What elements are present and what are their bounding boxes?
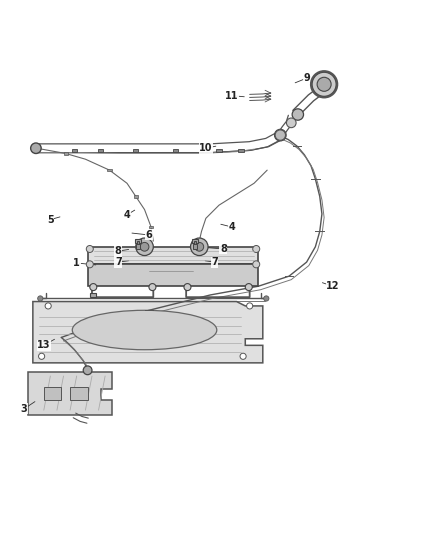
Polygon shape	[33, 302, 263, 363]
Circle shape	[45, 303, 51, 309]
Circle shape	[83, 366, 92, 375]
Text: 4: 4	[229, 222, 236, 232]
Circle shape	[264, 296, 269, 301]
Circle shape	[195, 243, 204, 251]
Circle shape	[275, 130, 286, 141]
Circle shape	[247, 303, 253, 309]
Circle shape	[275, 130, 286, 140]
Bar	[44, 387, 61, 400]
Circle shape	[140, 243, 149, 251]
Bar	[98, 149, 103, 152]
Ellipse shape	[72, 310, 217, 350]
Bar	[173, 149, 178, 152]
Circle shape	[253, 261, 260, 268]
Text: 8: 8	[220, 244, 227, 254]
Circle shape	[149, 284, 156, 290]
Text: 11: 11	[226, 91, 239, 101]
Circle shape	[86, 246, 93, 253]
Bar	[64, 152, 68, 155]
Circle shape	[191, 238, 208, 255]
Bar	[90, 293, 96, 297]
Bar	[216, 149, 222, 152]
Bar	[134, 195, 138, 198]
Bar	[238, 149, 244, 152]
Text: 6: 6	[145, 230, 152, 240]
Circle shape	[286, 118, 296, 128]
Bar	[135, 239, 141, 243]
Circle shape	[38, 296, 43, 301]
Polygon shape	[88, 264, 258, 286]
Text: 5: 5	[47, 215, 54, 224]
Bar	[149, 226, 153, 229]
Polygon shape	[28, 373, 112, 415]
Circle shape	[245, 284, 252, 290]
Text: 3: 3	[21, 404, 28, 414]
Bar	[72, 149, 77, 152]
Circle shape	[253, 246, 260, 253]
Circle shape	[31, 143, 41, 154]
Bar	[194, 241, 196, 246]
Text: 7: 7	[211, 257, 218, 267]
Text: 12: 12	[326, 281, 339, 291]
Bar	[136, 244, 140, 249]
Circle shape	[136, 238, 153, 255]
Text: 1: 1	[73, 258, 80, 268]
Text: 10: 10	[199, 143, 212, 154]
Text: 13: 13	[37, 341, 50, 350]
Circle shape	[90, 284, 97, 290]
Circle shape	[184, 284, 191, 290]
Circle shape	[240, 353, 246, 359]
Circle shape	[39, 353, 45, 359]
Polygon shape	[88, 247, 258, 264]
Circle shape	[317, 77, 331, 91]
Text: 7: 7	[115, 257, 122, 267]
Text: 9: 9	[303, 73, 310, 83]
Circle shape	[312, 72, 336, 96]
Bar	[133, 149, 138, 152]
Bar	[70, 387, 88, 400]
Bar	[193, 244, 197, 249]
Circle shape	[86, 261, 93, 268]
Bar	[192, 239, 198, 243]
Text: 4: 4	[124, 210, 131, 220]
Bar	[107, 169, 112, 172]
Circle shape	[292, 109, 304, 120]
Text: 8: 8	[115, 246, 122, 256]
Bar	[137, 241, 139, 246]
